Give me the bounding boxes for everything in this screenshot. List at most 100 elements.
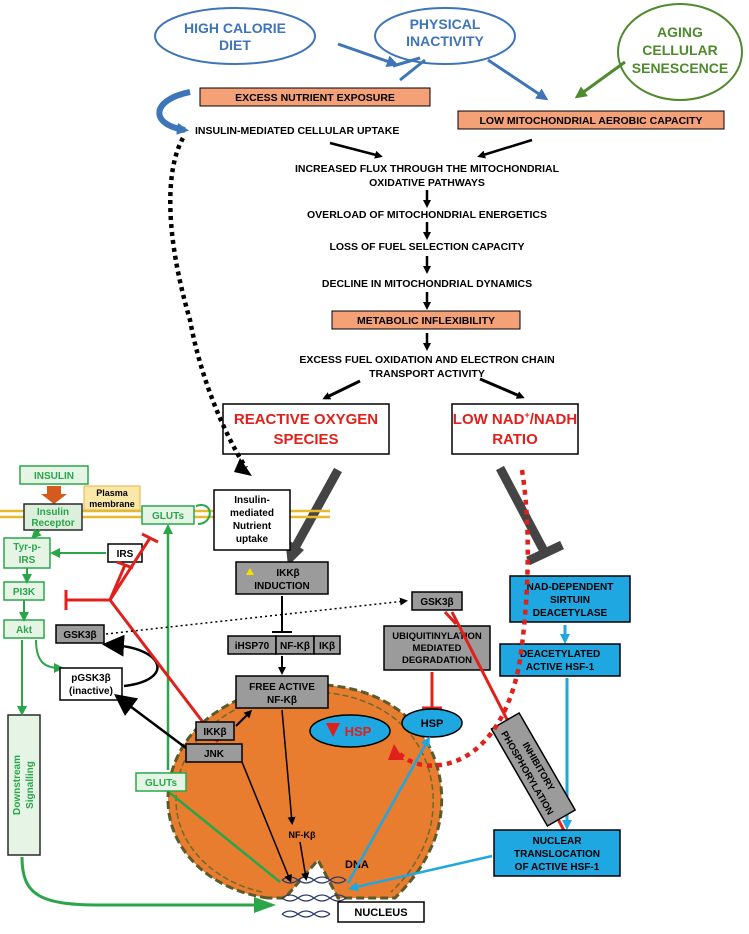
gluts-lower-box xyxy=(135,772,187,792)
arrow-nfkb-dna xyxy=(299,841,310,881)
hsp-oval xyxy=(401,708,463,738)
low-mito-label: LOW MITOCHONDRIAL AEROBIC CAPACITY xyxy=(479,115,702,127)
dotted-arrow-head xyxy=(234,458,252,476)
tyr-line1: Tyr-p- xyxy=(13,542,41,553)
ikk-induction-box xyxy=(235,561,329,595)
translocation-line3: OF ACTIVE HSF-1 xyxy=(515,862,600,873)
deacetylated-line2: ACTIVE HSF-1 xyxy=(526,662,595,673)
arrow-akt-pgsk xyxy=(35,639,64,673)
insulin-uptake-box xyxy=(213,489,291,551)
metabolic-inflex-label: METABOLIC INFLEXIBILITY xyxy=(357,315,495,327)
arrow-diet-to-excess xyxy=(337,42,399,68)
uptake-box-line4: uptake xyxy=(236,534,269,545)
receptor-line1: Insulin xyxy=(37,507,69,518)
physical-inactivity-oval xyxy=(374,7,516,65)
aging-line1: AGING xyxy=(657,24,703,40)
irs-label: IRS xyxy=(117,549,134,560)
arrow-to-ros xyxy=(322,379,361,400)
pgsk-line1: pGSK3β xyxy=(71,673,110,684)
physical-inactivity-line1: PHYSICAL xyxy=(410,16,481,32)
gsk3b-right-label: GSK3β xyxy=(420,597,453,608)
dotted-arrow-uptake xyxy=(168,136,248,470)
insulin-arrow xyxy=(41,486,67,504)
ikkb-label: IKKβ xyxy=(203,727,226,738)
high-calorie-diet-oval xyxy=(154,7,316,65)
nad-inhibit-bar xyxy=(526,540,564,566)
insulin-uptake-label: INSULIN-MEDIATED CELLULAR UPTAKE xyxy=(195,125,399,137)
ikk-induction-line1: IKKβ xyxy=(276,568,299,579)
receptor-line2: Receptor xyxy=(31,518,74,529)
gsk3b-right-box xyxy=(411,591,463,611)
high-calorie-line2: DIET xyxy=(219,37,251,53)
deacetylated-line1: DEACETYLATED xyxy=(520,649,600,660)
arrow-uptake-to-flux xyxy=(329,141,383,159)
arrow-free-nfkb-nucleus xyxy=(281,709,296,825)
arrow-downstream-dna xyxy=(20,856,276,913)
arrow-receptor-tyr xyxy=(31,528,42,539)
dynamics-label: DECLINE IN MITOCHONDRIAL DYNAMICS xyxy=(322,278,532,290)
sirtuin-line2: SIRTUIN xyxy=(550,595,590,606)
hsp-down-triangle-icon xyxy=(326,723,340,737)
nucleus-label: NUCLEUS xyxy=(354,907,407,919)
plasma-line2: membrane xyxy=(89,499,135,509)
insulin-label: INSULIN xyxy=(34,471,74,482)
gluts-lower-label: GLUTs xyxy=(145,778,177,789)
nucleus-label-box xyxy=(337,901,425,923)
arrow-inactivity-to-lowmito xyxy=(487,58,549,101)
ikb-label: IKβ xyxy=(319,641,335,652)
gluts-to-uptake-curve xyxy=(195,504,211,525)
nad-inhibit-sirtuin xyxy=(496,465,549,556)
fuel-ox-line1: EXCESS FUEL OXIDATION AND ELECTRON CHAIN xyxy=(299,354,554,366)
tyr-irs-box xyxy=(3,537,51,569)
ros-line1: REACTIVE OXYGEN xyxy=(234,411,378,428)
red-dotted-arc-head xyxy=(388,744,404,760)
flux-line2: OXIDATIVE PATHWAYS xyxy=(369,177,485,189)
jnk-label: JNK xyxy=(204,749,225,760)
nfkb-complex-label: NF-Kβ xyxy=(280,641,310,652)
arrow-to-nad xyxy=(479,377,525,399)
sirtuin-line1: NAD-DEPENDENT xyxy=(527,582,614,593)
free-nfkb-line1: FREE ACTIVE xyxy=(249,682,315,693)
aging-line3: SENESCENCE xyxy=(632,60,728,76)
low-mito-box xyxy=(457,110,725,130)
nad-line2: RATIO xyxy=(492,431,538,448)
jnk-inhibit-pi3k xyxy=(108,599,220,743)
downstream-box xyxy=(7,714,41,856)
arrow-excess-to-uptake xyxy=(156,89,191,135)
ros-line2: SPECIES xyxy=(273,431,338,448)
hsp-low-label: HSP xyxy=(345,724,372,739)
jnk-box xyxy=(185,743,243,763)
line-dna-gluts xyxy=(169,792,281,883)
ikkb-box xyxy=(195,721,235,741)
dotted-gsk-link xyxy=(105,597,408,635)
overload-label: OVERLOAD OF MITOCHONDRIAL ENERGETICS xyxy=(307,209,547,221)
hsp-label: HSP xyxy=(421,718,444,730)
arrow-translocation-dna xyxy=(348,854,493,892)
translocation-line2: TRANSLOCATION xyxy=(514,849,600,860)
jnk-inhibit-gluts-bar xyxy=(141,532,159,544)
insulin-receptor-box xyxy=(23,503,83,531)
gsk-red-stub xyxy=(443,610,458,626)
ikb-box xyxy=(313,635,341,655)
plasma-membrane-box xyxy=(83,485,141,511)
ros-to-ikk-arrow xyxy=(292,467,342,549)
flux-line1: INCREASED FLUX THROUGH THE MITOCHONDRIAL xyxy=(295,163,560,175)
arrow-aging-to-lowmito xyxy=(574,60,626,99)
downstream-line1: Downstream xyxy=(12,755,23,815)
fuel-ox-line2: TRANSPORT ACTIVITY xyxy=(369,368,485,380)
gsk3b-left-box xyxy=(55,624,105,644)
plasma-line1: Plasma xyxy=(96,488,129,498)
arrow-lowmito-to-flux xyxy=(477,138,533,159)
arrow-jnk-dna xyxy=(241,761,292,883)
nad-line1: LOW NAD+/NADH xyxy=(453,410,577,428)
inhibitory-box xyxy=(490,711,577,828)
metabolic-inflex-box xyxy=(331,310,521,330)
ikk-induction-line2: INDUCTION xyxy=(254,581,310,592)
nad-box xyxy=(451,403,579,455)
ubiq-line3: DEGRADATION xyxy=(402,655,472,666)
red-dotted-arc xyxy=(396,469,530,768)
aging-line2: CELLULAR xyxy=(642,42,717,58)
translocation-line1: NUCLEAR xyxy=(533,836,583,847)
insulin-box xyxy=(19,465,89,485)
